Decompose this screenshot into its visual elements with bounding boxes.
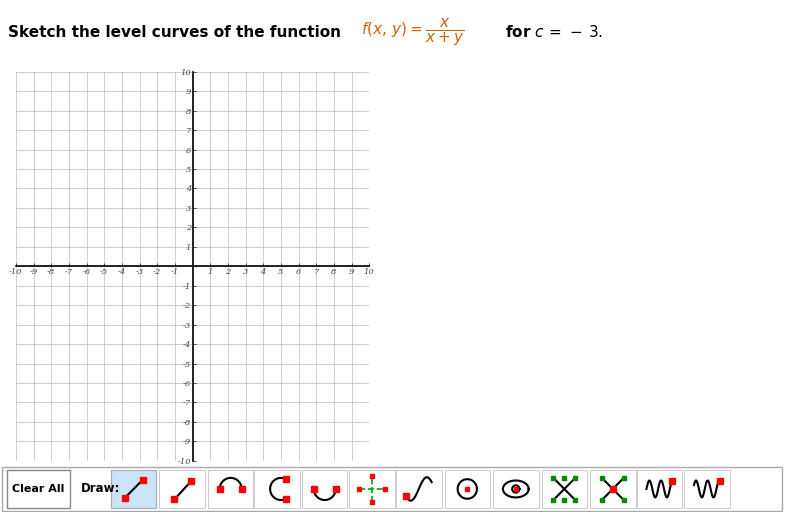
FancyBboxPatch shape — [160, 470, 205, 508]
FancyBboxPatch shape — [254, 470, 300, 508]
Text: Sketch the level curves of the function: Sketch the level curves of the function — [8, 25, 346, 40]
FancyBboxPatch shape — [7, 470, 71, 508]
FancyBboxPatch shape — [208, 470, 253, 508]
FancyBboxPatch shape — [684, 470, 730, 508]
Text: $f(x,\,y) = \dfrac{x}{x+y}$: $f(x,\,y) = \dfrac{x}{x+y}$ — [361, 17, 464, 48]
FancyBboxPatch shape — [396, 470, 441, 508]
FancyBboxPatch shape — [2, 467, 782, 511]
Text: for $c\,=\,-\,3.$: for $c\,=\,-\,3.$ — [505, 24, 603, 40]
FancyBboxPatch shape — [302, 470, 348, 508]
Text: Clear All: Clear All — [13, 484, 65, 494]
FancyBboxPatch shape — [493, 470, 538, 508]
FancyBboxPatch shape — [349, 470, 395, 508]
FancyBboxPatch shape — [590, 470, 635, 508]
FancyBboxPatch shape — [637, 470, 682, 508]
FancyBboxPatch shape — [111, 470, 156, 508]
Text: Draw:: Draw: — [81, 482, 121, 496]
FancyBboxPatch shape — [542, 470, 587, 508]
FancyBboxPatch shape — [445, 470, 490, 508]
